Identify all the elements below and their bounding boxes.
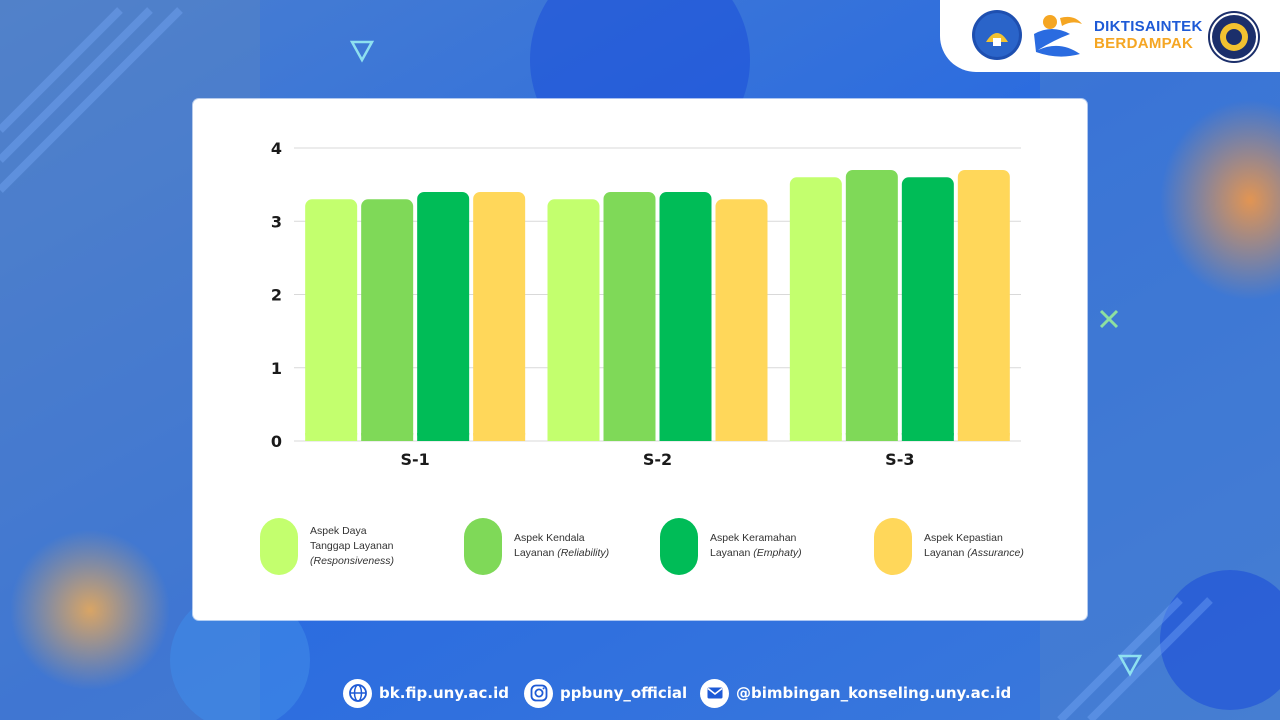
instagram-link[interactable]: ppbuny_official: [524, 676, 687, 710]
legend-line: Aspek Kepastian: [924, 532, 1003, 544]
chart-legend: Aspek Daya Tanggap Layanan (Responsivene…: [193, 517, 1087, 577]
bar-base: [305, 433, 358, 441]
bar: [417, 191, 470, 441]
mail-icon: [700, 678, 729, 708]
legend-item-assurance: Aspek Kepastian Layanan (Assurance): [874, 517, 1024, 575]
legend-italic: (Reliability): [557, 547, 610, 559]
legend-label: Aspek Kendala Layanan (Reliability): [514, 531, 609, 561]
legend-item-emphaty: Aspek Keramahan Layanan (Emphaty): [660, 517, 802, 575]
footer-links: bk.fip.uny.ac.id ppbuny_official @bimbin…: [0, 676, 1280, 710]
email-link[interactable]: @bimbingan_konseling.uny.ac.id: [700, 676, 1011, 710]
legend-line: Layanan: [710, 547, 751, 559]
brand-line2: BERDAMPAK: [1094, 35, 1194, 52]
legend-line: Layanan: [924, 547, 965, 559]
bar-base: [361, 433, 414, 441]
legend-italic: (Assurance): [967, 547, 1024, 559]
bar-base: [547, 433, 600, 441]
legend-line: Tanggap Layanan: [310, 539, 394, 552]
chart-card: 0 1 2 3 4 S-1 S-2 S-3 Aspek Daya Tanggap Layana…: [193, 99, 1087, 620]
x-tick-label: S-2: [643, 450, 672, 469]
instagram-text: ppbuny_official: [560, 684, 688, 702]
legend-item-reliability: Aspek Kendala Layanan (Reliability): [464, 517, 609, 575]
bar-base: [659, 433, 712, 441]
legend-label: Aspek Kepastian Layanan (Assurance): [924, 531, 1024, 561]
bar-base: [417, 433, 470, 441]
bar-chart: 0 1 2 3 4 S-1 S-2 S-3: [271, 139, 1021, 469]
kemdiktisaintek-logo-icon: [972, 10, 1022, 60]
email-text: @bimbingan_konseling.uny.ac.id: [736, 684, 1012, 702]
bar: [473, 191, 526, 441]
bar-base: [845, 433, 898, 441]
bar: [547, 199, 600, 441]
bar: [361, 199, 414, 441]
legend-italic: (Responsiveness): [310, 554, 395, 567]
legend-italic: (Emphaty): [753, 547, 802, 559]
uny-seal-icon: [1208, 11, 1260, 63]
bar: [957, 169, 1010, 441]
legend-label: Aspek Keramahan Layanan (Emphaty): [710, 531, 802, 561]
bar: [603, 191, 656, 441]
legend-line: Aspek Keramahan: [710, 532, 797, 544]
logo-bar: DIKTISAINTEK BERDAMPAK: [940, 0, 1280, 72]
website-link[interactable]: bk.fip.uny.ac.id: [343, 676, 509, 710]
legend-line: Aspek Kendala: [514, 532, 585, 544]
legend-line: Aspek Daya: [310, 524, 367, 537]
bar: [305, 199, 358, 441]
globe-icon: [343, 678, 372, 708]
legend-swatch: [260, 517, 298, 575]
legend-item-responsiveness: Aspek Daya Tanggap Layanan (Responsivene…: [260, 517, 394, 575]
y-tick-label: 1: [271, 359, 282, 378]
legend-swatch: [464, 517, 502, 575]
bar: [845, 169, 898, 441]
bar: [715, 199, 768, 441]
bar-base: [957, 433, 1010, 441]
y-tick-label: 2: [271, 286, 282, 305]
bar: [901, 177, 954, 442]
instagram-icon: [524, 678, 553, 708]
x-tick-label: S-3: [885, 450, 914, 469]
bar: [659, 191, 712, 441]
legend-label: Aspek Daya Tanggap Layanan (Responsivene…: [310, 524, 394, 569]
website-text: bk.fip.uny.ac.id: [379, 684, 510, 702]
y-tick-label: 4: [271, 139, 282, 158]
bar-base: [715, 433, 768, 441]
berdampak-logo-icon: [1030, 10, 1086, 60]
legend-line: Layanan: [514, 547, 555, 559]
y-tick-label: 0: [271, 432, 282, 451]
bar-base: [603, 433, 656, 441]
legend-swatch: [874, 517, 912, 575]
bar-base: [789, 433, 842, 441]
x-tick-label: S-1: [401, 450, 430, 469]
bar-base: [901, 433, 954, 441]
bar: [789, 177, 842, 442]
bar-base: [473, 433, 526, 441]
y-tick-label: 3: [271, 212, 282, 231]
legend-swatch: [660, 517, 698, 575]
brand-line1: DIKTISAINTEK: [1094, 18, 1203, 35]
brand-wordmark: DIKTISAINTEK BERDAMPAK: [1094, 18, 1203, 52]
